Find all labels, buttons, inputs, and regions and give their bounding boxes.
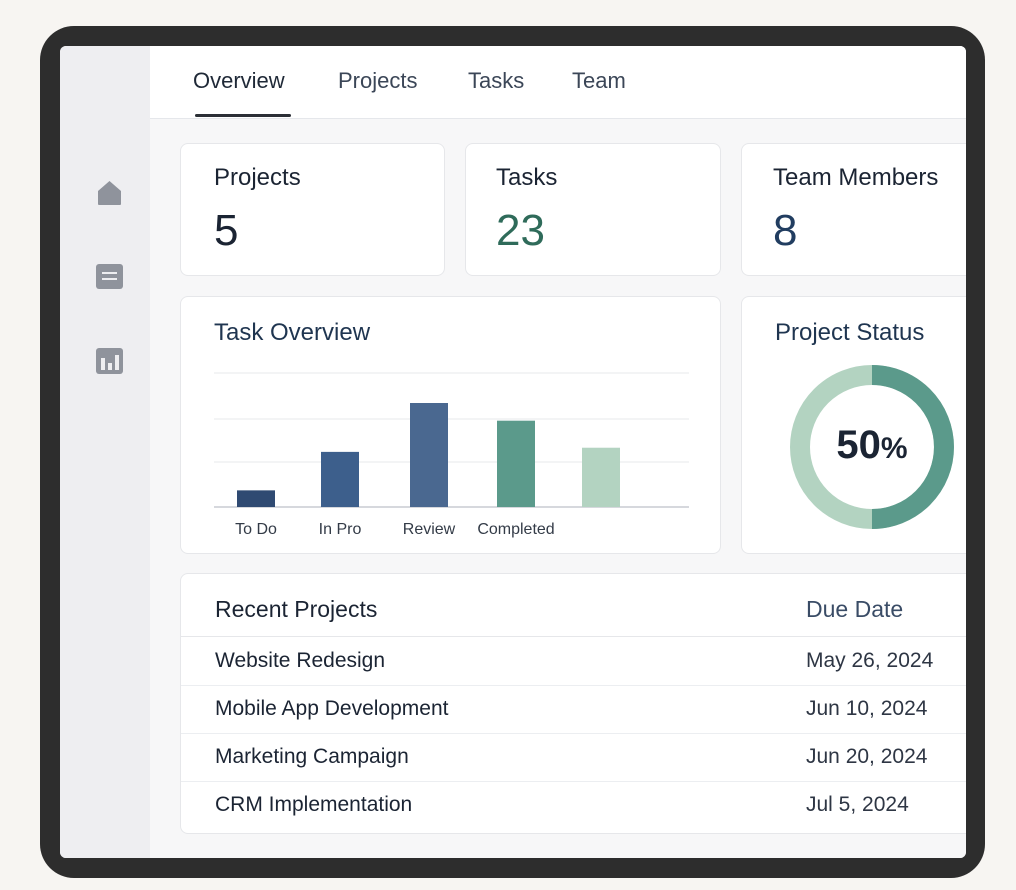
- tab-projects[interactable]: Projects: [338, 68, 418, 93]
- project-name: CRM Implementation: [215, 793, 413, 816]
- bar-label: Completed: [477, 521, 555, 538]
- screen: Overview Projects Tasks Team Projects 5 …: [60, 46, 966, 858]
- main-content: Overview Projects Tasks Team Projects 5 …: [150, 46, 966, 858]
- sidebar: [60, 46, 150, 858]
- team-members-stat-card[interactable]: Team Members 8: [741, 143, 966, 276]
- stat-label: Team Members: [773, 164, 939, 191]
- project-due-date: Jun 20, 2024: [806, 745, 928, 768]
- active-tab-indicator: [195, 114, 291, 117]
- table-header: Recent Projects Due Date: [181, 574, 966, 637]
- stat-label: Tasks: [496, 164, 558, 191]
- bar-label: In Pro: [318, 521, 362, 538]
- document-icon[interactable]: [95, 262, 124, 291]
- percent-value: 50: [836, 423, 881, 467]
- table-row[interactable]: Website Redesign May 26, 2024: [181, 637, 966, 686]
- card-title: Project Status: [775, 319, 925, 346]
- tab-overview[interactable]: Overview: [193, 68, 285, 93]
- table-row[interactable]: CRM Implementation Jul 5, 2024: [181, 781, 966, 829]
- projects-stat-card[interactable]: Projects 5: [180, 143, 445, 276]
- stat-label: Projects: [214, 164, 301, 191]
- project-due-date: Jun 10, 2024: [806, 697, 928, 720]
- project-name: Website Redesign: [215, 649, 386, 672]
- project-due-date: Jul 5, 2024: [806, 793, 909, 816]
- chart-icon[interactable]: [95, 346, 124, 375]
- tab-team[interactable]: Team: [572, 68, 626, 93]
- bar-to-do[interactable]: [237, 490, 275, 507]
- task-overview-chart: [214, 372, 689, 508]
- stat-value: 5: [214, 206, 239, 255]
- card-title: Task Overview: [214, 319, 371, 346]
- task-overview-card: Task Overview To Do In Pro Review Completed: [180, 296, 721, 554]
- home-icon[interactable]: [95, 178, 124, 207]
- due-date-header: Due Date: [806, 596, 904, 622]
- project-due-date: May 26, 2024: [806, 649, 934, 672]
- project-status-card: Project Status 50%: [741, 296, 966, 554]
- project-name: Marketing Campaign: [215, 745, 409, 768]
- table-row[interactable]: Marketing Campaign Jun 20, 2024: [181, 733, 966, 782]
- bar-in-pro[interactable]: [321, 451, 359, 507]
- bar-review[interactable]: [410, 403, 448, 507]
- project-status-donut: [790, 365, 954, 529]
- tablet-frame: Overview Projects Tasks Team Projects 5 …: [40, 26, 985, 878]
- tab-bar: Overview Projects Tasks Team: [150, 46, 966, 119]
- bar-unlabeled[interactable]: [582, 447, 620, 507]
- donut-slice-complete: [871, 365, 954, 529]
- tab-tasks[interactable]: Tasks: [468, 68, 525, 93]
- recent-projects-title: Recent Projects: [215, 596, 378, 622]
- tasks-stat-card[interactable]: Tasks 23: [465, 143, 721, 276]
- percent-sign: %: [880, 432, 908, 465]
- stat-value: 8: [773, 206, 798, 255]
- project-status-percent: 50%: [790, 423, 954, 468]
- table-row[interactable]: Mobile App Development Jun 10, 2024: [181, 685, 966, 734]
- recent-projects-card: Recent Projects Due Date Website Redesig…: [180, 573, 966, 834]
- bar-completed[interactable]: [497, 420, 535, 507]
- bar-label: To Do: [235, 521, 277, 538]
- project-name: Mobile App Development: [215, 697, 449, 720]
- stat-value: 23: [496, 206, 545, 255]
- bar-label: Review: [402, 521, 456, 538]
